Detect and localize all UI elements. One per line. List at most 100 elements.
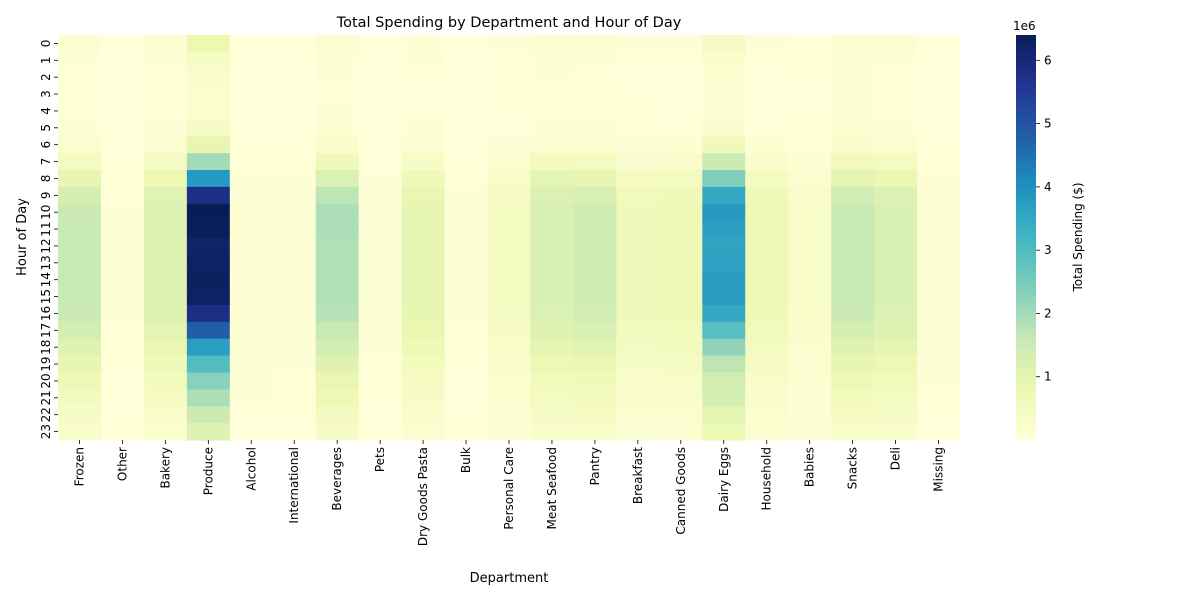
heatmap-cell (229, 338, 274, 357)
heatmap-cell (229, 170, 274, 188)
y-tick-label: 2 (39, 73, 53, 81)
heatmap-cell (702, 288, 746, 306)
heatmap-cell (444, 170, 489, 188)
heatmap-cell (143, 305, 188, 323)
heatmap-cell (530, 271, 575, 289)
heatmap-cell (358, 153, 403, 171)
heatmap-cell (831, 321, 875, 340)
heatmap-cell (530, 406, 575, 424)
heatmap-cell (917, 51, 961, 70)
heatmap-cell (745, 136, 789, 154)
heatmap-cell (616, 254, 660, 272)
heatmap-cell (186, 68, 231, 87)
heatmap-cell (401, 237, 446, 255)
heatmap-cell (358, 170, 403, 188)
heatmap-cell (530, 51, 575, 70)
heatmap-cell (659, 119, 703, 137)
heatmap-cell (702, 51, 746, 70)
heatmap-cell (358, 136, 403, 154)
heatmap-cell (358, 254, 403, 272)
heatmap-cell (358, 203, 403, 222)
heatmap-cell (186, 305, 231, 323)
heatmap-cell (444, 153, 489, 171)
heatmap-cell (229, 35, 274, 53)
heatmap-cell (229, 102, 274, 120)
heatmap-cell (745, 102, 789, 120)
heatmap-cell (917, 389, 961, 407)
heatmap-cell (229, 305, 274, 323)
heatmap-cell (229, 136, 274, 154)
heatmap-cell (186, 389, 231, 407)
heatmap-cell (530, 237, 575, 255)
heatmap-cell (58, 288, 102, 306)
heatmap-cell (573, 271, 617, 289)
heatmap-cell (186, 237, 231, 255)
heatmap-cell (530, 102, 575, 120)
heatmap-cell (444, 186, 489, 205)
heatmap-cell (401, 254, 446, 272)
heatmap-cell (659, 35, 703, 53)
heatmap-cell (788, 254, 832, 272)
heatmap-cell (702, 186, 746, 205)
heatmap-cell (659, 220, 703, 239)
heatmap-cell (401, 153, 446, 171)
heatmap-cell (444, 423, 489, 441)
heatmap-cell (315, 153, 360, 171)
heatmap-cell (831, 423, 875, 441)
heatmap-cell (530, 321, 575, 340)
heatmap-cell (487, 203, 532, 222)
heatmap-cell (100, 423, 145, 441)
heatmap-cell (831, 51, 875, 70)
heatmap-cell (229, 423, 274, 441)
heatmap-cell (186, 406, 231, 424)
heatmap-cell (487, 51, 532, 70)
heatmap-cell (58, 68, 102, 87)
heatmap-cell (874, 237, 918, 255)
heatmap-cell (401, 68, 446, 87)
heatmap-cell (788, 102, 832, 120)
heatmap-cell (401, 271, 446, 289)
heatmap-cell (58, 305, 102, 323)
heatmap-cell (186, 51, 231, 70)
heatmap-cell (917, 85, 961, 104)
heatmap-cell (186, 220, 231, 239)
heatmap-cell (272, 305, 317, 323)
heatmap-cell (100, 119, 145, 137)
heatmap-cell (100, 68, 145, 87)
heatmap-cell (143, 355, 188, 374)
heatmap-cell (401, 203, 446, 222)
heatmap-cell (788, 186, 832, 205)
heatmap-cell (745, 51, 789, 70)
heatmap-cell (444, 271, 489, 289)
heatmap-cell (272, 372, 317, 390)
x-tick-label: Snacks (846, 447, 860, 489)
heatmap-cell (358, 119, 403, 137)
heatmap-cell (143, 102, 188, 120)
heatmap-cell (616, 423, 660, 441)
heatmap-cell (573, 355, 617, 374)
heatmap-cell (874, 136, 918, 154)
y-tick-label: 10 (39, 205, 53, 220)
heatmap-cell (917, 186, 961, 205)
heatmap-cell (616, 237, 660, 255)
heatmap-cell (702, 355, 746, 374)
heatmap-cell (831, 271, 875, 289)
heatmap-cell (616, 136, 660, 154)
heatmap-cell (143, 170, 188, 188)
heatmap-cell (143, 35, 188, 53)
y-tick-label: 4 (39, 107, 53, 115)
heatmap-cell (186, 136, 231, 154)
heatmap-cell (229, 220, 274, 239)
heatmap-cell (58, 372, 102, 390)
x-tick-label: Pets (373, 447, 387, 472)
heatmap-cell (659, 305, 703, 323)
heatmap-cell (831, 237, 875, 255)
heatmap-cell (186, 153, 231, 171)
heatmap-cell (745, 68, 789, 87)
heatmap-cell (444, 355, 489, 374)
heatmap-cell (659, 186, 703, 205)
x-tick-label: Personal Care (502, 447, 516, 530)
heatmap-cell (358, 51, 403, 70)
heatmap-cell (487, 102, 532, 120)
heatmap-cell (358, 355, 403, 374)
